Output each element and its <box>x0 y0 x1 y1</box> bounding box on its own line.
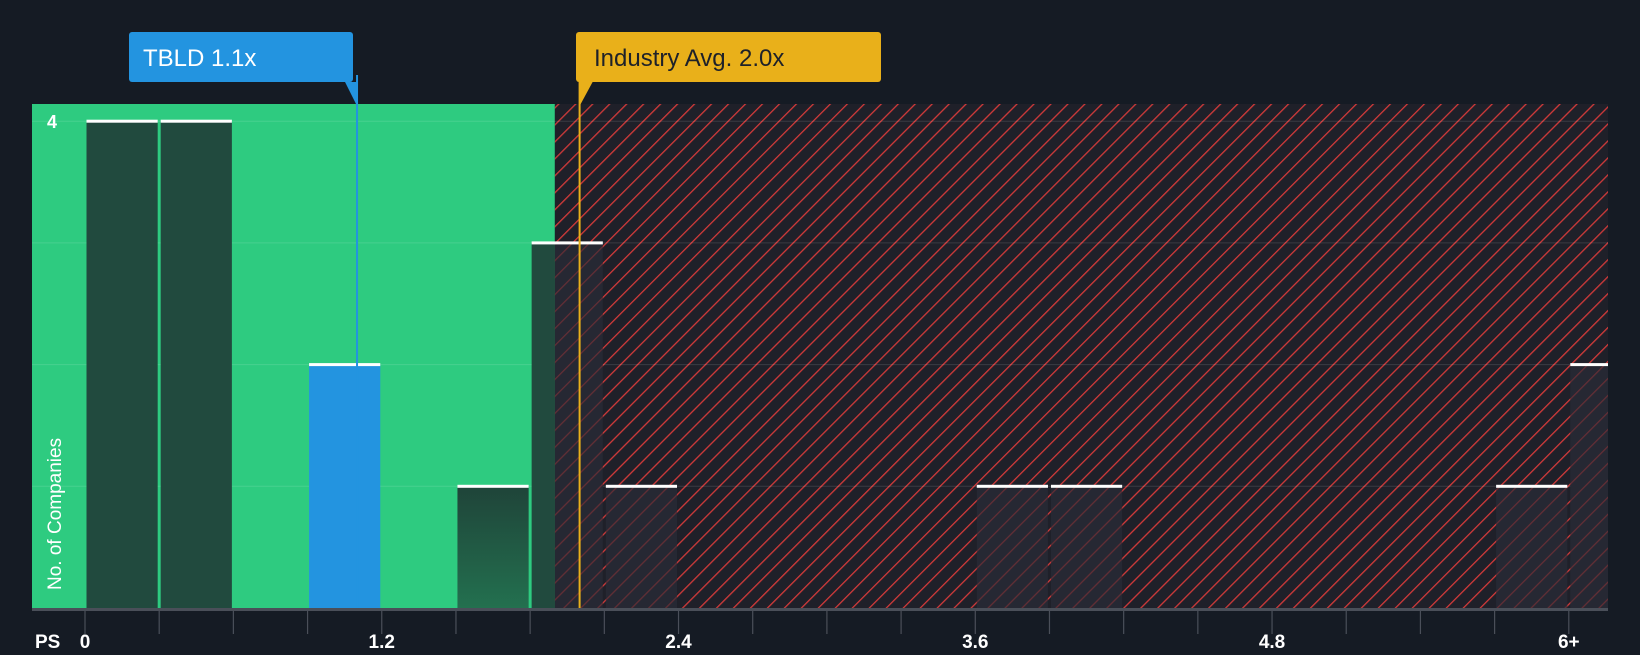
bar-1.5 <box>457 486 529 608</box>
x-axis: 4 0 1.2 2.4 3.6 4.8 6+ <box>32 112 1608 653</box>
bar-top-cap <box>457 484 529 488</box>
bar-top-cap <box>1570 363 1608 367</box>
company-label-pointer <box>345 82 358 106</box>
bar-hatch <box>1050 486 1123 608</box>
bar-hatch <box>1496 486 1568 608</box>
bar-top-cap <box>1050 484 1123 488</box>
valuation-zones <box>32 104 1608 608</box>
gridlines <box>32 120 1608 487</box>
bar-0.3 <box>160 121 232 608</box>
bar-top-cap <box>531 241 603 245</box>
company-label: TBLD 1.1x <box>143 45 256 72</box>
bar-1.8 <box>531 242 555 608</box>
x-tick-label: 6+ <box>1558 632 1580 650</box>
industry-label: Industry Avg. 2.0x <box>594 45 784 72</box>
x-tick-label: 1.2 <box>369 632 395 650</box>
x-tick-label: 2.4 <box>665 632 692 650</box>
x-axis-label: PS <box>35 632 60 650</box>
y-axis-label: No. of Companies <box>45 438 66 590</box>
bar-0 <box>86 121 158 608</box>
industry-label-box <box>576 32 881 82</box>
bar-hatch <box>976 486 1048 608</box>
x-axis-line <box>32 608 1608 611</box>
x-tick-label: 4.8 <box>1259 632 1285 650</box>
company-label-box <box>129 32 353 82</box>
y-tick-label: 4 <box>47 112 57 132</box>
x-tick-label: 0 <box>80 632 91 650</box>
x-tick-label: 3.6 <box>962 632 988 650</box>
bar-hatch <box>605 486 678 608</box>
bar-top-cap <box>309 363 381 367</box>
industry-label-pointer <box>579 82 593 106</box>
bar-top-cap <box>160 119 232 123</box>
markers: TBLD 1.1x Industry Avg. 2.0x <box>129 32 881 608</box>
bar-top-cap <box>86 119 158 123</box>
bars <box>86 119 1608 608</box>
bar-top-cap <box>605 484 678 488</box>
bar-0.9 <box>309 364 381 608</box>
bar-top-cap <box>1496 484 1568 488</box>
bar-hatch <box>1570 364 1608 608</box>
bar-top-cap <box>976 484 1048 488</box>
